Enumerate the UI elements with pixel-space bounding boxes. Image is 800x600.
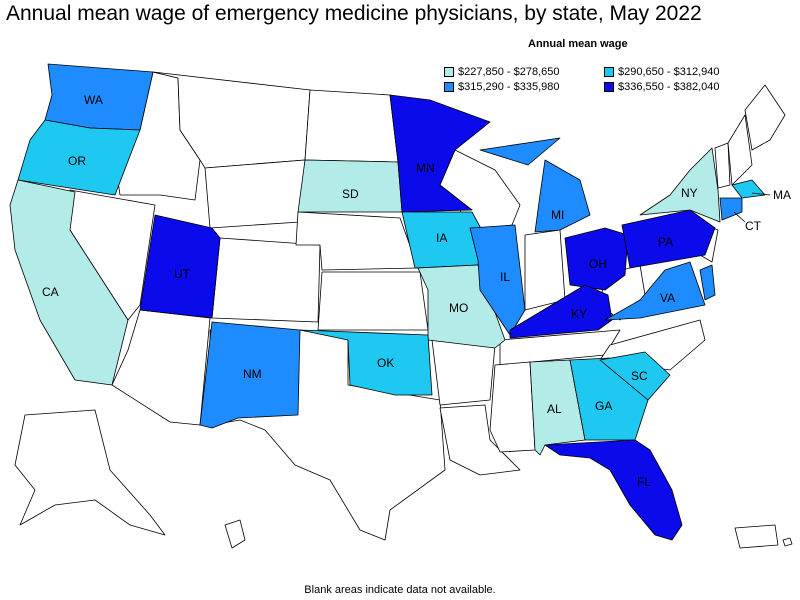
state-label-ca: CA — [42, 285, 59, 299]
state-label-ma: MA — [773, 188, 791, 202]
state-la[interactable] — [439, 404, 521, 476]
state-ks[interactable] — [317, 271, 429, 331]
legend-swatch — [604, 82, 614, 92]
state-label-wa: WA — [84, 93, 103, 107]
state-fl[interactable] — [544, 439, 683, 541]
territory-pr[interactable] — [734, 524, 779, 549]
state-label-mo: MO — [449, 301, 468, 315]
state-or[interactable] — [17, 119, 141, 196]
state-hi[interactable] — [224, 519, 246, 549]
state-pa[interactable] — [621, 209, 716, 269]
state-ar[interactable] — [431, 339, 496, 406]
state-label-nm: NM — [243, 367, 262, 381]
state-label-mn: MN — [416, 161, 435, 175]
state-in[interactable] — [524, 229, 566, 311]
ma-leader-line — [751, 192, 771, 196]
state-label-sd: SD — [342, 187, 359, 201]
state-ky[interactable] — [509, 284, 613, 339]
state-oh[interactable] — [564, 227, 629, 291]
state-nh[interactable] — [727, 114, 753, 186]
state-label-va: VA — [660, 291, 675, 305]
legend-label: $315,290 - $335,980 — [458, 81, 560, 93]
state-ne[interactable] — [295, 211, 419, 271]
state-wy[interactable] — [204, 159, 306, 229]
state-label-ut: UT — [174, 267, 191, 281]
state-me[interactable] — [744, 84, 786, 151]
map-title: Annual mean wage of emergency medicine p… — [6, 2, 702, 25]
legend-swatch — [444, 82, 454, 92]
legend-item: $336,550 - $382,040 — [604, 81, 720, 93]
island-vi[interactable] — [782, 537, 793, 547]
state-label-sc: SC — [631, 369, 648, 383]
ct-leader-line — [733, 211, 746, 223]
legend-item: $315,290 - $335,980 — [444, 81, 560, 93]
legend-title: Annual mean wage — [528, 38, 628, 50]
state-label-fl: FL — [637, 475, 651, 489]
legend-item: $290,650 - $312,940 — [604, 66, 720, 78]
state-ma[interactable] — [731, 179, 766, 199]
state-label-oh: OH — [589, 257, 607, 271]
state-label-ga: GA — [595, 399, 612, 413]
legend-swatch — [604, 67, 614, 77]
legend-label: $227,850 - $278,650 — [458, 66, 560, 78]
state-az[interactable] — [111, 309, 211, 426]
footnote: Blank areas indicate data not available. — [304, 584, 496, 596]
state-ut[interactable] — [139, 214, 221, 319]
state-mi[interactable] — [479, 137, 591, 233]
state-ok[interactable] — [299, 329, 433, 396]
legend-label: $290,650 - $312,940 — [618, 66, 720, 78]
state-ca[interactable] — [9, 179, 129, 386]
state-label-or: OR — [68, 154, 86, 168]
state-ct[interactable] — [719, 197, 743, 221]
state-label-ny: NY — [681, 186, 698, 200]
state-ny[interactable] — [639, 147, 721, 223]
state-label-ct: CT — [745, 219, 762, 233]
state-nd[interactable] — [304, 89, 399, 163]
state-md[interactable] — [699, 264, 716, 301]
state-label-ia: IA — [436, 231, 447, 245]
state-co[interactable] — [211, 237, 321, 323]
state-ak[interactable] — [14, 409, 166, 536]
state-label-ok: OK — [377, 356, 394, 370]
state-label-pa: PA — [658, 235, 673, 249]
state-label-al: AL — [547, 402, 562, 416]
legend-swatch — [444, 67, 454, 77]
legend-item: $227,850 - $278,650 — [444, 66, 560, 78]
state-va[interactable] — [604, 261, 706, 321]
legend-label: $336,550 - $382,040 — [618, 81, 720, 93]
state-label-ky: KY — [571, 307, 587, 321]
state-sc[interactable] — [599, 351, 671, 401]
state-vt[interactable] — [714, 142, 731, 189]
state-mn[interactable] — [389, 94, 491, 213]
state-label-mi: MI — [551, 208, 564, 222]
state-sd[interactable] — [297, 159, 403, 213]
state-ms[interactable] — [489, 361, 536, 453]
state-label-il: IL — [500, 270, 510, 284]
